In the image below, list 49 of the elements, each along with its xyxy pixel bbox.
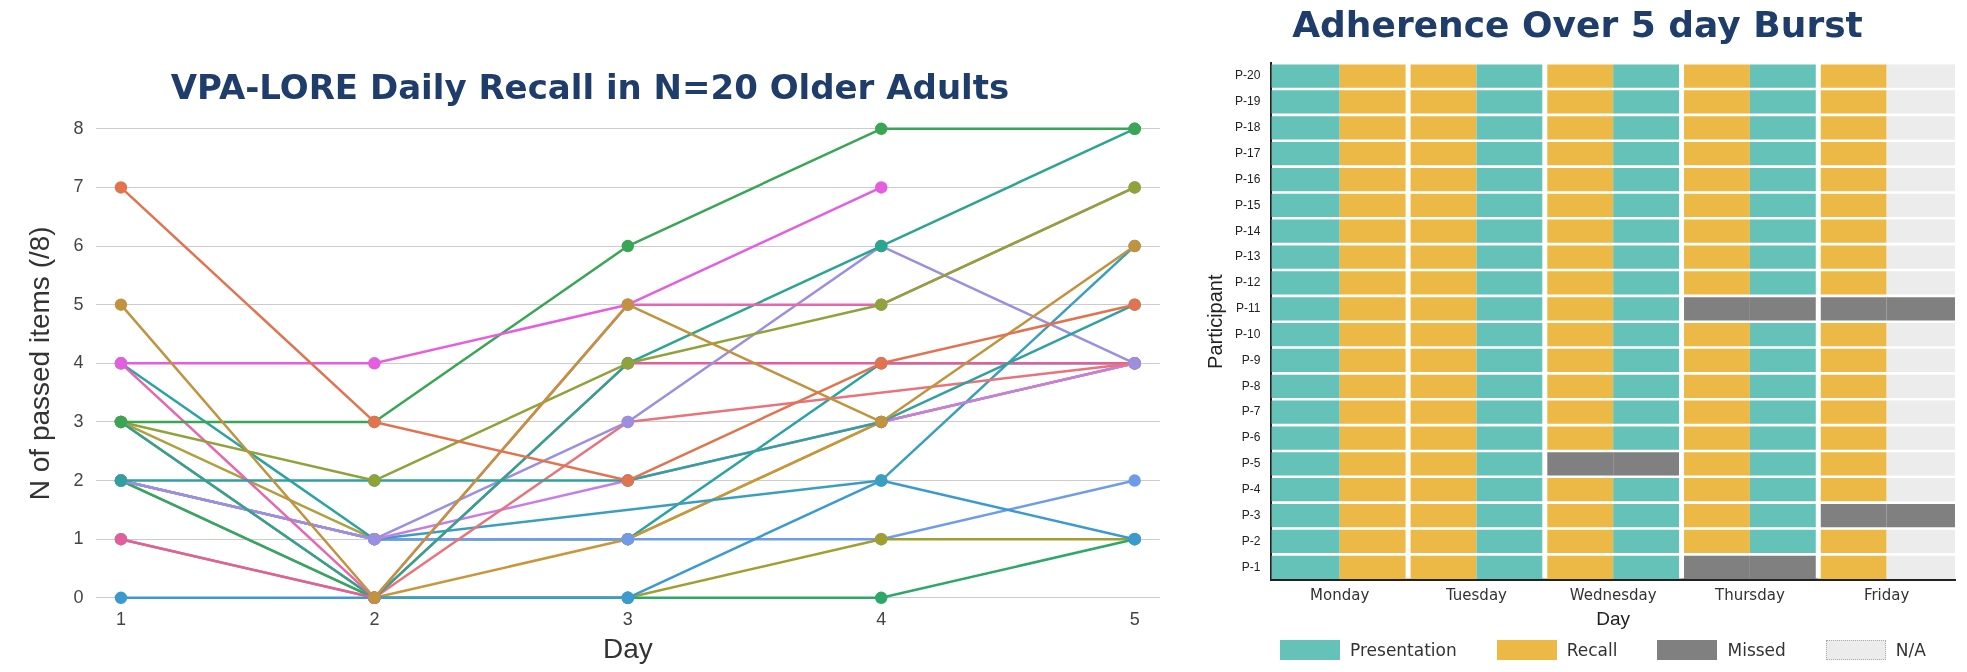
y-tick-label: P-17 (1234, 145, 1261, 160)
x-tick-label: 4 (876, 608, 887, 629)
x-tick-label: 2 (369, 608, 380, 629)
y-tick-label: P-1 (1241, 559, 1261, 574)
y-tick-label: P-2 (1241, 533, 1261, 548)
text: Tuesday (1444, 585, 1508, 604)
legend-label: Presentation (1350, 640, 1457, 660)
y-tick-label: P-10 (1234, 326, 1261, 341)
y-tick-label: 2 (73, 469, 84, 490)
y-tick-label: P-13 (1234, 249, 1261, 264)
y-tick-label: 8 (73, 117, 84, 138)
y-tick-label: P-4 (1241, 482, 1261, 497)
x-tick-label: 3 (622, 608, 633, 629)
chart-title: Adherence Over 5 day Burst (1292, 3, 1863, 45)
chart-title: VPA-LORE Daily Recall in N=20 Older Adults (170, 67, 1010, 108)
y-tick-label: P-19 (1234, 94, 1261, 109)
y-tick-label: P-7 (1241, 404, 1261, 419)
y-tick-label: P-8 (1241, 378, 1261, 393)
text: Monday (1310, 585, 1370, 604)
y-tick-label: P-3 (1241, 507, 1261, 522)
legend-label: Missed (1727, 640, 1786, 660)
legend-label: Recall (1566, 640, 1618, 660)
y-axis-title: N of passed items (/8) (23, 226, 55, 501)
y-tick-label: P-11 (1235, 301, 1261, 316)
y-tick-label: P-14 (1234, 223, 1261, 238)
y-tick-label: 0 (73, 586, 84, 607)
text: Wednesday (1569, 585, 1657, 604)
y-tick-label: P-9 (1241, 352, 1261, 367)
x-axis-title: Day (602, 632, 653, 664)
y-tick-label: P-6 (1241, 430, 1261, 445)
y-tick-label: P-20 (1234, 68, 1261, 83)
y-tick-label: P-18 (1234, 120, 1261, 135)
y-tick-label: P-15 (1234, 197, 1261, 212)
text: Friday (1863, 585, 1910, 604)
text: Thursday (1714, 585, 1785, 604)
y-tick-label: 3 (73, 410, 84, 431)
y-tick-label: 7 (73, 176, 84, 197)
y-tick-label: 4 (73, 352, 84, 373)
x-tick-label: 5 (1129, 608, 1140, 629)
x-axis-title: Day (1596, 607, 1631, 629)
y-axis-title: Participant (1203, 274, 1226, 369)
x-tick-label: 1 (115, 608, 126, 629)
legend-label: N/A (1895, 640, 1926, 660)
y-tick-label: 1 (73, 528, 84, 549)
y-tick-label: P-5 (1241, 456, 1261, 471)
y-tick-label: P-12 (1234, 275, 1261, 290)
y-tick-label: 6 (73, 235, 84, 256)
y-tick-label: P-16 (1234, 171, 1261, 186)
y-tick-label: 5 (73, 293, 84, 314)
